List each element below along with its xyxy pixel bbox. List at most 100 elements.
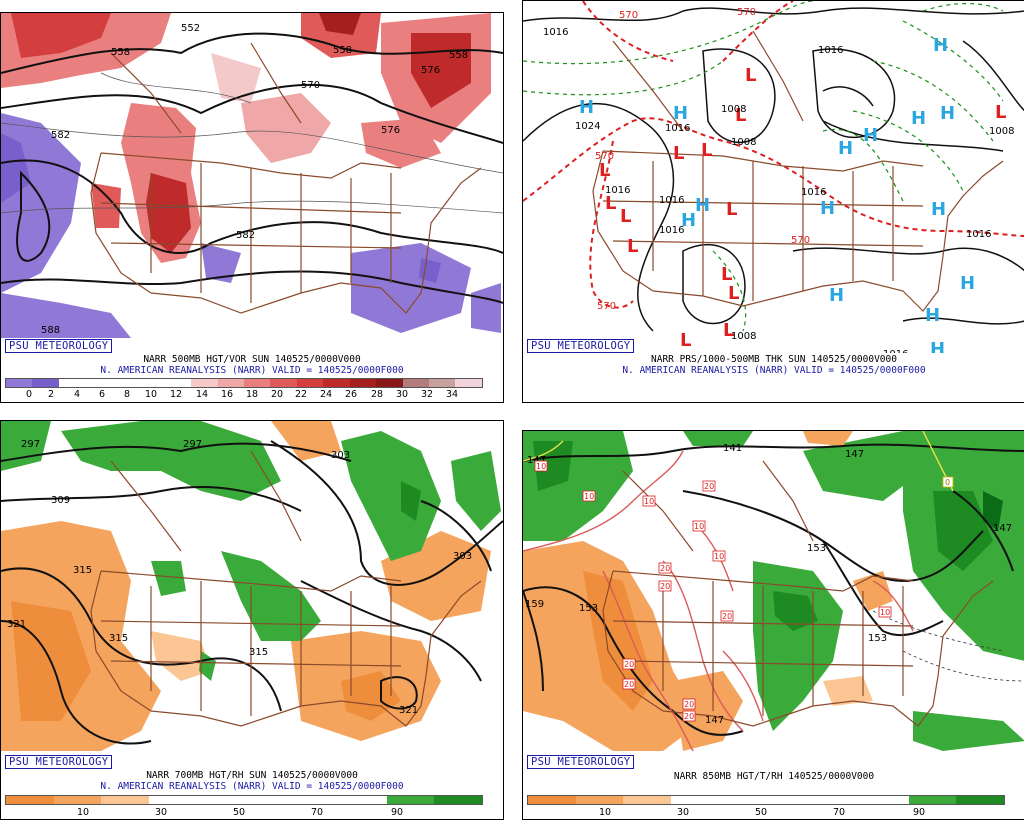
label-153-b: 153 [579, 603, 598, 614]
high-marker: H [695, 195, 710, 216]
label-576: 576 [421, 65, 440, 76]
temp-label-20: 20 [722, 612, 732, 621]
temp-label-10: 10 [714, 552, 724, 561]
low-marker: L [620, 206, 631, 227]
temp-label-20: 20 [624, 680, 634, 689]
tick-label: 70 [310, 807, 324, 818]
label-1016-a: 1016 [543, 27, 568, 38]
psu-meteorology-badge: PSU METEOROLOGY [527, 339, 635, 353]
label-588: 588 [41, 325, 60, 336]
us-gulf-coast [300, 262, 427, 314]
label-315-a: 315 [73, 565, 92, 576]
label-147-b: 147 [845, 449, 864, 460]
tick-label: 10 [144, 389, 158, 400]
label-159: 159 [525, 599, 544, 610]
label-1024: 1024 [575, 121, 600, 132]
low-marker: L [673, 143, 684, 164]
label-1016-e: 1016 [801, 187, 826, 198]
tick-label: 2 [47, 389, 55, 400]
hgt-contour-321 [1, 620, 152, 745]
tick-label: 90 [912, 807, 926, 818]
label-570: 570 [301, 80, 320, 91]
high-marker: H [829, 285, 844, 306]
high-marker: H [933, 35, 948, 56]
label-552: 552 [181, 23, 200, 34]
us-canada-border [612, 570, 914, 592]
tick-label: 32 [420, 389, 434, 400]
temp-label-10: 10 [536, 462, 546, 471]
label-570-a: 570 [595, 151, 614, 162]
hgt-contour-315 [1, 567, 282, 712]
tick-label: 90 [390, 807, 404, 818]
us-coast-west [90, 570, 152, 712]
hgt-contour-558 [1, 32, 503, 74]
panel-title: NARR 700MB HGT/RH SUN 140525/0000V000 [146, 770, 358, 781]
high-marker: H [930, 339, 945, 353]
low-marker: L [605, 193, 616, 214]
panel-pressure-thickness: L L L L L L L L L L L L L L H H H H H H … [522, 0, 1024, 403]
high-marker: H [960, 273, 975, 294]
label-153-a: 153 [807, 543, 826, 554]
label-1008-b: 1008 [731, 331, 756, 342]
hgt-contour-303 [270, 440, 503, 586]
tick-label: 4 [73, 389, 81, 400]
low-marker: L [680, 330, 691, 351]
label-570-c: 570 [597, 301, 616, 312]
hgt-contour-153 [523, 586, 674, 712]
temp-label-20: 20 [684, 700, 694, 709]
high-marker: H [579, 97, 594, 118]
tick-label: 30 [676, 807, 690, 818]
label-570-d: 570 [619, 10, 638, 21]
tick-label: 34 [445, 389, 459, 400]
panel-valid-time: N. AMERICAN REANALYSIS (NARR) VALID = 14… [100, 781, 404, 792]
label-1016-i: 1016 [659, 225, 684, 236]
label-297-b: 297 [183, 439, 202, 450]
rh-colorbar [527, 795, 1005, 805]
rh-850mb-map: 147 141 147 147 153 159 153 153 147 10 1… [523, 431, 1024, 759]
label-1008-d: 1008 [721, 104, 746, 115]
label-303-a: 303 [331, 450, 350, 461]
high-marker: H [820, 198, 835, 219]
us-coast-west [592, 150, 654, 292]
tick-label: 6 [98, 389, 106, 400]
low-marker: L [995, 102, 1006, 123]
low-marker: L [745, 65, 756, 86]
tick-label: 24 [319, 389, 333, 400]
label-558a: 558 [111, 47, 130, 58]
vorticity-colorbar [5, 378, 483, 388]
tick-label: 30 [395, 389, 409, 400]
tick-label: 14 [195, 389, 209, 400]
label-147-d: 147 [705, 715, 724, 726]
vorticity-map: 558 558 570 582 582 576 588 576 558 552 [1, 13, 503, 353]
temp-label-20: 20 [704, 482, 714, 491]
temp-label-20: 20 [624, 660, 634, 669]
panel-valid-time: N. AMERICAN REANALYSIS (NARR) VALID = 14… [100, 365, 404, 376]
rh-colorbar [5, 795, 483, 805]
tick-label: 26 [344, 389, 358, 400]
label-1016-g: 1016 [966, 229, 991, 240]
us-canada-border [602, 150, 924, 172]
high-marker: H [681, 210, 696, 231]
panel-500mb-vorticity: 558 558 570 582 582 576 588 576 558 552 … [0, 12, 504, 403]
tick-label: 22 [294, 389, 308, 400]
label-315-c: 315 [249, 647, 268, 658]
label-582b: 582 [236, 230, 255, 241]
isobar-1016-north [523, 7, 1024, 22]
panel-850mb-temp-rh: 147 141 147 147 153 159 153 153 147 10 1… [522, 430, 1024, 820]
panel-title: NARR 500MB HGT/VOR SUN 140525/0000V000 [143, 354, 361, 365]
temp-label-20: 20 [684, 712, 694, 721]
isobar-1016-west [523, 102, 675, 332]
tick-label: 10 [76, 807, 90, 818]
tick-label: 16 [220, 389, 234, 400]
us-canada-border [100, 152, 402, 179]
low-marker: L [723, 320, 734, 341]
low-marker: L [701, 140, 712, 161]
hgt-contour-588 [1, 270, 503, 304]
label-147-a: 147 [527, 455, 546, 466]
tick-label: 8 [123, 389, 131, 400]
psu-meteorology-badge: PSU METEOROLOGY [5, 755, 113, 769]
label-570-b: 570 [791, 235, 810, 246]
tick-label: 50 [232, 807, 246, 818]
label-1016-h: 1016 [883, 349, 908, 353]
label-309: 309 [51, 495, 70, 506]
